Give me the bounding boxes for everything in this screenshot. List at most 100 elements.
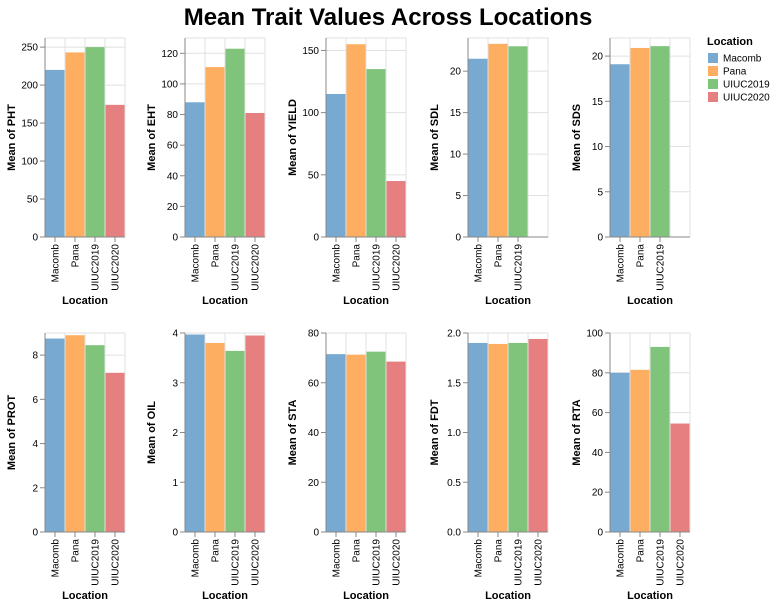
bar-eht-macomb (185, 102, 205, 238)
bar-yield-macomb (326, 93, 346, 237)
y-tick-label: 60 (308, 378, 320, 389)
y-axis-title: Mean of PHT (6, 104, 18, 171)
bar-yield-uiuc2019 (366, 69, 386, 237)
bar-sdl-pana (488, 43, 508, 237)
bar-fdt-macomb (468, 342, 488, 532)
chart-panel-rta: 0 20 40 60 80 100 Macomb Pana UIUC2019 UIUC2020Lo… (571, 329, 691, 602)
y-tick-label: 2 (172, 428, 178, 439)
y-tick-label: 20 (592, 52, 604, 63)
y-tick-label: 5 (597, 187, 603, 198)
y-tick-label: 80 (167, 110, 179, 121)
bar-rta-pana (630, 369, 650, 532)
y-tick-label: 50 (27, 195, 39, 206)
legend-swatch (708, 66, 718, 76)
chart-panel-fdt: 0.0 0.5 1.0 1.5 2.0 Macomb Pana UIUC2019 UIUC202… (429, 329, 549, 602)
y-tick-label: 1.0 (447, 428, 461, 439)
y-axis-title: Mean of FDT (429, 399, 441, 465)
y-axis-title: Mean of SDL (429, 104, 441, 171)
y-axis-title: Mean of RTA (571, 399, 583, 465)
y-tick-label: 50 (308, 170, 320, 181)
chart-panel-eht: 0 20 40 60 80 100 120 Macomb Pana UIUC2019 UIUC202… (146, 37, 266, 307)
x-tick-label: Macomb (191, 244, 202, 283)
y-tick-label: 0 (172, 528, 178, 539)
y-tick-label: 150 (21, 119, 38, 130)
x-tick-label: Macomb (51, 539, 62, 578)
y-axis-title: Mean of STA (287, 400, 299, 466)
x-tick-label: Macomb (474, 539, 485, 578)
y-axis-title: Mean of PROT (6, 395, 18, 470)
bar-fdt-pana (488, 343, 508, 532)
bar-sta-uiuc2019 (366, 351, 386, 532)
bar-pht-uiuc2019 (85, 47, 105, 237)
x-tick-label: UIUC2020 (392, 244, 403, 291)
y-axis-title: Mean of EHT (146, 104, 158, 171)
y-tick-label: 2 (32, 483, 38, 494)
x-tick-label: Pana (494, 539, 505, 563)
y-tick-label: 5 (455, 191, 461, 202)
y-tick-label: 20 (450, 67, 462, 78)
legend-label: Pana (723, 67, 747, 78)
y-tick-label: 100 (586, 329, 603, 340)
bar-oil-pana (205, 342, 225, 532)
bar-sta-macomb (326, 354, 346, 532)
x-tick-label: Pana (211, 244, 222, 268)
y-tick-label: 200 (21, 81, 38, 92)
bar-sdl-uiuc2019 (508, 46, 528, 237)
x-tick-label: Macomb (332, 244, 343, 283)
chart-panel-sta: 0 20 40 60 80 Macomb Pana UIUC2019 UIUC2020Locat… (287, 329, 407, 602)
y-tick-label: 20 (167, 202, 179, 213)
bar-sds-pana (630, 47, 650, 238)
x-tick-label: UIUC2020 (392, 539, 403, 586)
bar-eht-pana (205, 67, 225, 237)
x-tick-label: UIUC2020 (534, 539, 545, 586)
bar-rta-macomb (610, 372, 630, 532)
legend-item-macomb: Macomb (708, 53, 762, 65)
x-tick-label: UIUC2020 (251, 539, 262, 586)
y-tick-label: 100 (161, 79, 178, 90)
y-tick-label: 100 (302, 108, 319, 119)
bar-oil-macomb (185, 334, 205, 532)
y-tick-label: 0 (455, 233, 461, 244)
y-tick-label: 80 (592, 368, 604, 379)
x-tick-label: Pana (636, 244, 647, 268)
x-axis-title: Location (627, 590, 673, 602)
y-tick-label: 60 (592, 408, 604, 419)
x-tick-label: UIUC2020 (111, 244, 122, 291)
y-axis-title: Mean of OIL (146, 401, 158, 464)
legend-title: Location (707, 36, 753, 48)
x-axis-title: Location (627, 295, 673, 307)
legend-item-pana: Pana (708, 66, 747, 78)
bar-prot-uiuc2020 (105, 372, 125, 532)
y-tick-label: 40 (308, 428, 320, 439)
x-tick-label: Pana (352, 244, 363, 268)
legend-swatch (708, 92, 718, 102)
x-tick-label: UIUC2019 (372, 539, 383, 586)
x-tick-label: UIUC2019 (231, 244, 242, 291)
y-tick-label: 1.5 (447, 378, 461, 389)
bar-prot-uiuc2019 (85, 345, 105, 532)
x-tick-label: Macomb (51, 244, 62, 283)
y-tick-label: 10 (450, 150, 462, 161)
bar-yield-uiuc2020 (386, 181, 406, 237)
chart-panel-pht: 0 50 100 150 200 250 Macomb Pana UIUC2019 UIUC202… (6, 37, 126, 307)
bar-rta-uiuc2020 (670, 423, 690, 532)
y-tick-label: 0 (597, 528, 603, 539)
bar-prot-pana (65, 335, 85, 532)
y-tick-label: 0.5 (447, 478, 461, 489)
y-tick-label: 80 (308, 329, 320, 340)
x-tick-label: UIUC2019 (514, 539, 525, 586)
y-tick-label: 6 (32, 395, 38, 406)
x-tick-label: UIUC2019 (91, 244, 102, 291)
y-tick-label: 40 (592, 448, 604, 459)
chart-title: Mean Trait Values Across Locations (184, 4, 593, 31)
x-axis-title: Location (343, 295, 389, 307)
x-tick-label: UIUC2020 (111, 539, 122, 586)
x-tick-label: UIUC2020 (251, 244, 262, 291)
x-axis-title: Location (485, 590, 531, 602)
legend-swatch (708, 53, 718, 63)
legend-label: UIUC2020 (723, 93, 770, 104)
